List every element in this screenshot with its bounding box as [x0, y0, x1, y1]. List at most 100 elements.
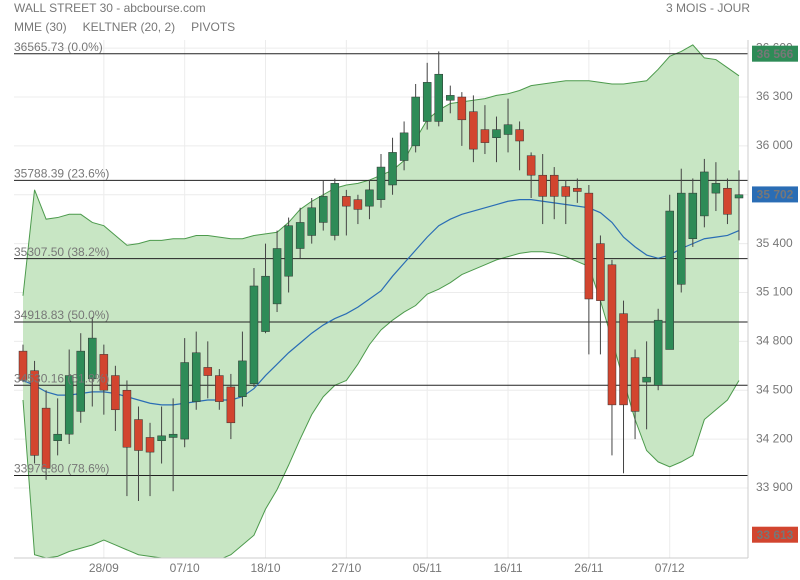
candle-body [330, 183, 340, 236]
candle-body [203, 367, 213, 376]
candle-body [538, 174, 547, 197]
candle-body [573, 187, 582, 192]
candle-body [480, 129, 490, 143]
price-label: 33 613 [757, 528, 794, 542]
candle-body [677, 192, 686, 285]
candle-body [215, 375, 224, 402]
candle-body [238, 360, 247, 397]
candle-body [76, 350, 85, 412]
pivot-label: 33976.80 (78.6%) [14, 462, 109, 476]
pivot-label: 34918.83 (50.0%) [14, 308, 109, 322]
candle-body [168, 433, 178, 438]
candle-body [492, 129, 501, 138]
y-tick-label: 36 300 [756, 89, 793, 103]
candle-body [30, 370, 39, 456]
pivot-label: 35788.39 (23.6%) [14, 167, 109, 181]
candle-body [515, 129, 524, 142]
candle-body [399, 132, 409, 161]
candle-body [365, 189, 374, 207]
price-label: 35 702 [757, 188, 794, 202]
candle-body [388, 152, 397, 186]
y-tick-label: 34 200 [756, 431, 793, 445]
candle-body [88, 337, 97, 380]
legend-entry: PIVOTS [191, 20, 235, 34]
y-tick-label: 36 000 [756, 138, 793, 152]
pivot-label: 35307.50 (38.2%) [14, 245, 109, 259]
price-label-box [752, 186, 798, 203]
y-tick-label: 35 100 [756, 285, 793, 299]
price-label: 36 566 [757, 47, 794, 61]
x-tick-label: 05/11 [413, 561, 442, 575]
legend-entry: KELTNER (20, 2) [83, 20, 175, 34]
candle-body [319, 196, 328, 223]
x-tick-label: 26/11 [574, 561, 603, 575]
candle-body [284, 225, 293, 277]
candle-body [700, 171, 709, 217]
candle-body [469, 111, 478, 150]
x-tick-label: 18/10 [251, 561, 281, 575]
x-tick-label: 07/12 [655, 561, 685, 575]
mme-line [22, 199, 740, 406]
candle-body [99, 354, 109, 391]
x-tick-label: 27/10 [331, 561, 361, 575]
x-tick-label: 28/09 [89, 561, 119, 575]
y-tick-label: 33 900 [756, 480, 793, 494]
legend-entry: MME (30) [14, 20, 67, 34]
candle-body [653, 319, 663, 386]
candle-body [342, 196, 351, 207]
chart-title: WALL STREET 30 - abcbourse.com [14, 1, 206, 15]
candle-body [134, 419, 143, 451]
y-tick-label: 34 800 [756, 334, 793, 348]
candle-body [111, 375, 120, 411]
candle-body [41, 407, 51, 469]
candle-body [353, 199, 363, 210]
candle-body [723, 187, 732, 215]
candle-body [261, 275, 270, 332]
candle-body [307, 207, 316, 236]
candle-body [180, 362, 189, 440]
candle-body [711, 183, 721, 194]
candle-body [64, 375, 74, 435]
candle-body [191, 352, 201, 402]
candle-body [457, 96, 467, 121]
candle-body [157, 435, 166, 441]
candle-body [561, 186, 571, 197]
x-tick-label: 16/11 [493, 561, 522, 575]
price-label-box [752, 45, 798, 62]
y-tick-label: 34 500 [756, 382, 793, 396]
candle-body [607, 264, 617, 406]
candle-body [446, 95, 455, 101]
candle-body [376, 166, 386, 200]
candle-body [122, 389, 132, 448]
candle-body [665, 210, 674, 350]
candle-body [411, 96, 420, 147]
x-tick-label: 07/10 [170, 561, 200, 575]
candle-body [272, 248, 282, 305]
candle-body [422, 82, 432, 122]
pivot-label: 36565.73 (0.0%) [14, 40, 103, 54]
candle-body [145, 437, 155, 453]
price-label-box [752, 526, 798, 543]
candle-body [642, 376, 651, 383]
candle-body [18, 350, 28, 381]
candle-body [53, 433, 62, 441]
pivot-label: 34530.16 (61.8%) [14, 371, 109, 385]
candle-body [295, 222, 305, 249]
candle-body [619, 313, 628, 406]
candle-body [584, 192, 594, 300]
plot [14, 40, 748, 558]
candle-body [226, 386, 236, 424]
candle-body [734, 194, 744, 199]
candle-body [249, 285, 259, 384]
y-tick-label: 35 400 [756, 236, 793, 250]
keltner-band [23, 44, 739, 558]
candle-body [630, 357, 640, 412]
candle-body [549, 174, 559, 197]
candle-body [596, 243, 605, 301]
candle-body [688, 192, 698, 239]
candle-body [503, 124, 513, 135]
chart-subtitle: 3 MOIS - JOUR [666, 1, 750, 15]
candle-body [434, 73, 443, 122]
candle-body [526, 155, 536, 176]
